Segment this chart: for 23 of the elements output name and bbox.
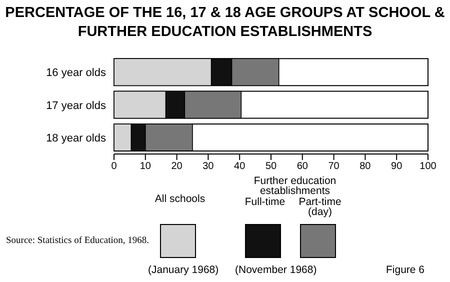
text: Part-time (day): [298, 196, 342, 218]
x-tick-label: 70: [328, 161, 340, 172]
y-tick-label: 16 year olds: [46, 67, 106, 80]
text: Full-time: [244, 196, 286, 208]
caption: Figure 6: [386, 264, 425, 276]
x-tick-label: 90: [391, 161, 403, 172]
y-tick-label: 17 year olds: [46, 100, 106, 112]
x-tick-label: 100: [420, 161, 437, 172]
text: All schools: [154, 193, 206, 205]
x-tick-label: 0: [111, 161, 118, 172]
source-note: Source: Statistics of Education, 1968.: [6, 236, 150, 246]
x-tick-label: 80: [360, 161, 372, 172]
legend-title: Further education establishments: [252, 175, 338, 197]
text: (January 1968): [148, 264, 219, 276]
x-tick-label: 20: [171, 161, 183, 172]
chart-title: PERCENTAGE OF THE 16, 17 & 18 AGE GROUPS AT SCHOOL & FURTHER EDUCATION ESTABLISHMENTS: [4, 4, 446, 42]
text: (November 1968): [235, 264, 317, 276]
x-tick-label: 40: [234, 161, 246, 172]
y-tick-label: 18 year olds: [46, 132, 106, 145]
x-tick-label: 10: [140, 161, 152, 172]
x-tick-label: 60: [296, 161, 308, 172]
x-tick-label: 50: [265, 161, 277, 172]
x-tick-label: 30: [202, 161, 214, 172]
